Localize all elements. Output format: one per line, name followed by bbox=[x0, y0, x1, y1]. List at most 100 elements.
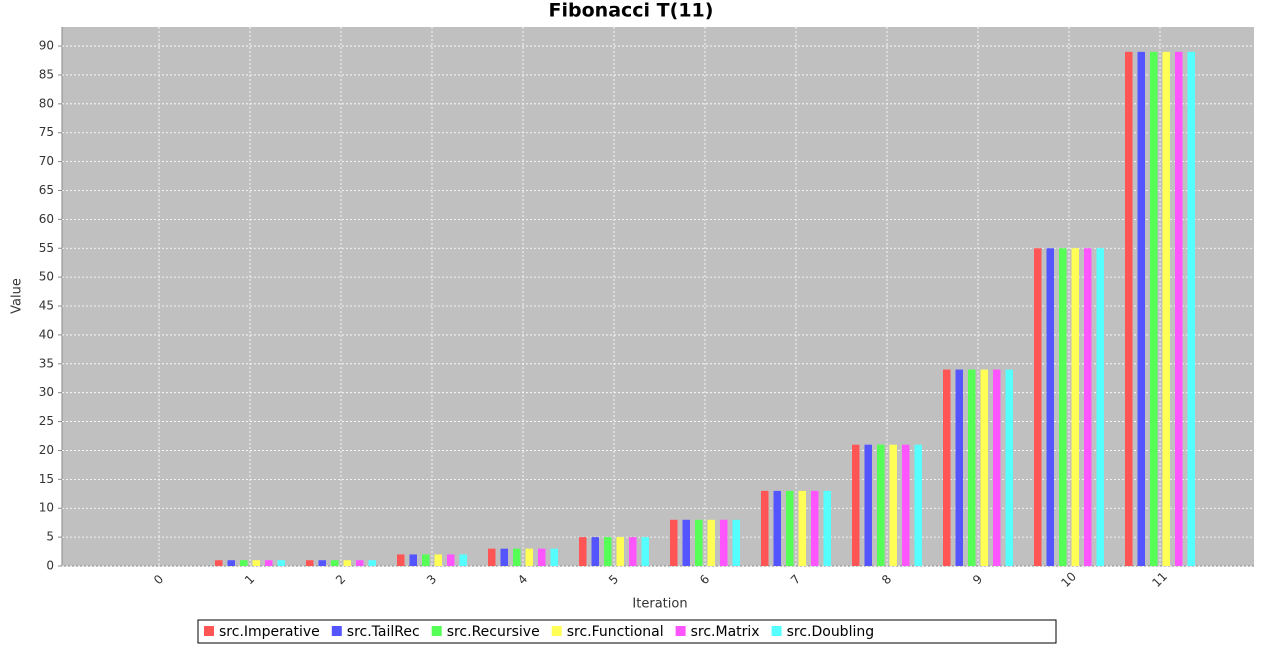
y-tick-label: 25 bbox=[39, 414, 54, 428]
bar bbox=[356, 560, 364, 566]
y-tick-label: 85 bbox=[39, 67, 54, 81]
bar bbox=[798, 490, 806, 566]
legend-swatch bbox=[431, 626, 442, 636]
bar bbox=[343, 560, 351, 566]
x-tick-label: 3 bbox=[424, 572, 439, 587]
bar bbox=[1071, 248, 1079, 566]
y-tick-label: 65 bbox=[39, 183, 54, 197]
legend-label: src.TailRec bbox=[347, 624, 420, 640]
bar bbox=[877, 444, 885, 566]
bar bbox=[682, 519, 690, 566]
bar bbox=[1046, 248, 1054, 566]
bar bbox=[980, 369, 988, 566]
bar bbox=[215, 560, 223, 566]
bar bbox=[993, 369, 1001, 566]
bar bbox=[331, 560, 339, 566]
bar bbox=[318, 560, 326, 566]
bar bbox=[409, 554, 417, 566]
x-tick-label: 8 bbox=[879, 572, 894, 587]
bar bbox=[513, 548, 521, 566]
bar bbox=[422, 554, 430, 566]
bar bbox=[616, 537, 624, 566]
y-tick-label: 80 bbox=[39, 96, 54, 110]
legend-swatch bbox=[551, 626, 562, 636]
bar bbox=[1084, 248, 1092, 566]
bar bbox=[591, 537, 599, 566]
legend-label: src.Doubling bbox=[787, 624, 875, 640]
bar bbox=[1162, 51, 1170, 567]
x-axis-title: Iteration bbox=[632, 597, 687, 612]
bar bbox=[240, 560, 248, 566]
bar bbox=[434, 554, 442, 566]
plot-area bbox=[62, 27, 1254, 566]
bar bbox=[732, 519, 740, 566]
y-tick-label: 10 bbox=[39, 501, 54, 515]
legend bbox=[197, 619, 1057, 644]
x-tick-label: 4 bbox=[515, 572, 530, 587]
legend-label: src.Matrix bbox=[691, 624, 760, 640]
bar bbox=[1096, 248, 1104, 566]
bar bbox=[1137, 51, 1145, 567]
bar bbox=[629, 537, 637, 566]
legend-label: src.Imperative bbox=[219, 624, 320, 640]
x-tick-label: 0 bbox=[151, 572, 166, 587]
legend-label: src.Recursive bbox=[447, 624, 540, 640]
bar bbox=[525, 548, 533, 566]
bar bbox=[1175, 51, 1183, 567]
y-tick-label: 55 bbox=[39, 241, 54, 255]
bar bbox=[397, 554, 405, 566]
bar bbox=[227, 560, 235, 566]
bar bbox=[500, 548, 508, 566]
y-tick-label: 45 bbox=[39, 299, 54, 313]
bar bbox=[968, 369, 976, 566]
bar bbox=[368, 560, 376, 566]
bar bbox=[864, 444, 872, 566]
bar bbox=[773, 490, 781, 566]
bar bbox=[695, 519, 703, 566]
bar bbox=[1187, 51, 1195, 567]
y-tick-label: 75 bbox=[39, 125, 54, 139]
bar bbox=[277, 560, 285, 566]
x-tick-label: 10 bbox=[1058, 569, 1079, 590]
y-tick-label: 70 bbox=[39, 154, 54, 168]
x-tick-label: 7 bbox=[788, 572, 803, 587]
bar bbox=[252, 560, 260, 566]
y-tick-label: 90 bbox=[39, 39, 54, 53]
legend-label: src.Functional bbox=[567, 624, 664, 640]
y-tick-label: 35 bbox=[39, 356, 54, 370]
bar bbox=[852, 444, 860, 566]
bar bbox=[786, 490, 794, 566]
bar bbox=[488, 548, 496, 566]
legend-swatch bbox=[675, 626, 686, 636]
x-tick-label: 6 bbox=[697, 572, 712, 587]
y-tick-label: 60 bbox=[39, 212, 54, 226]
bar bbox=[1150, 51, 1158, 567]
bar bbox=[955, 369, 963, 566]
bar bbox=[579, 537, 587, 566]
y-tick-label: 0 bbox=[46, 559, 54, 573]
bar bbox=[1034, 248, 1042, 566]
bar bbox=[811, 490, 819, 566]
x-tick-label: 5 bbox=[606, 572, 621, 587]
y-tick-label: 5 bbox=[46, 530, 54, 544]
bar bbox=[670, 519, 678, 566]
x-tick-label: 11 bbox=[1149, 569, 1170, 590]
bar bbox=[538, 548, 546, 566]
bar bbox=[889, 444, 897, 566]
bar bbox=[1059, 248, 1067, 566]
x-tick-label: 9 bbox=[970, 572, 985, 587]
legend-swatch bbox=[204, 626, 214, 636]
bar bbox=[823, 490, 831, 566]
x-tick-label: 2 bbox=[333, 572, 348, 587]
y-tick-label: 50 bbox=[39, 270, 54, 284]
bar bbox=[1005, 369, 1013, 566]
bar bbox=[943, 369, 951, 566]
bar bbox=[1125, 51, 1133, 567]
legend-swatch bbox=[771, 626, 782, 636]
bar bbox=[550, 548, 558, 566]
x-tick-label: 1 bbox=[242, 572, 257, 587]
bar bbox=[447, 554, 455, 566]
bar bbox=[459, 554, 467, 566]
bar bbox=[641, 537, 649, 566]
